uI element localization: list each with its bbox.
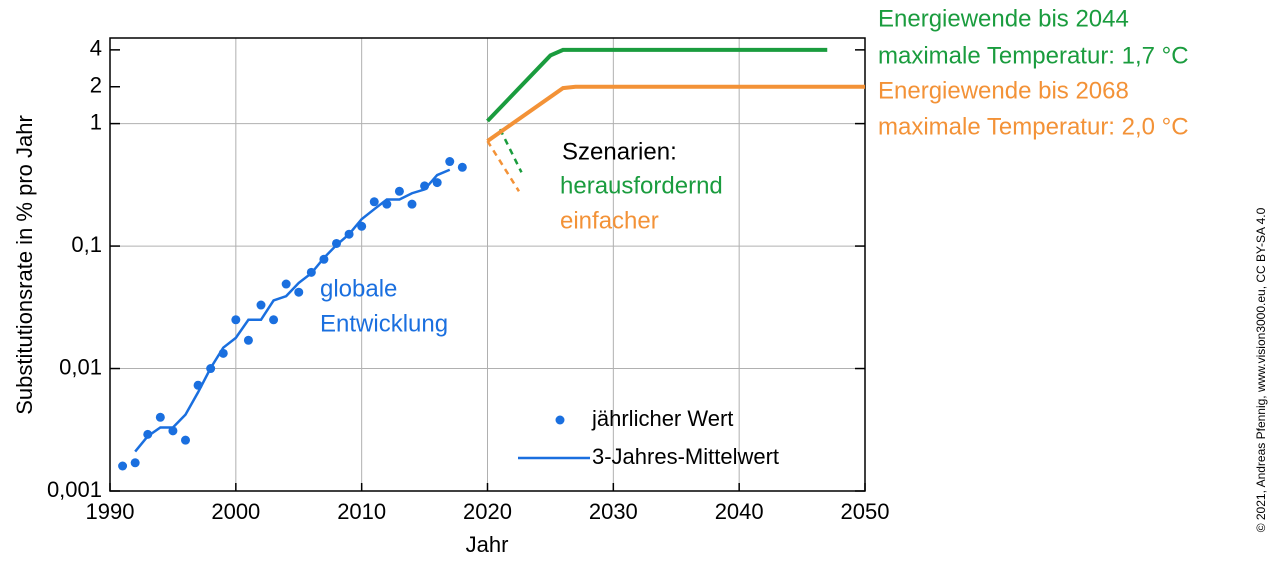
y-tick-label: 4	[90, 36, 102, 61]
data-point	[281, 279, 291, 289]
annotation: globale	[320, 275, 397, 302]
x-tick-label: 2050	[841, 499, 890, 524]
legend-marker	[555, 415, 565, 425]
annotation: Szenarien:	[562, 138, 677, 165]
data-point	[181, 435, 190, 445]
scenario-short: einfacher	[560, 207, 659, 234]
y-tick-label: 0,1	[71, 232, 102, 257]
scenario-label: maximale Temperatur: 1,7 °C	[878, 42, 1189, 69]
x-tick-label: 2010	[337, 499, 386, 524]
legend-label: jährlicher Wert	[591, 406, 733, 431]
scenario-line	[486, 84, 865, 143]
x-tick-label: 2020	[463, 499, 512, 524]
scenario-label: Energiewende bis 2044	[878, 5, 1129, 32]
scenario-dashed	[486, 140, 521, 192]
series-line	[134, 168, 451, 453]
x-tick-label: 2000	[211, 499, 260, 524]
data-point	[231, 315, 241, 325]
data-point	[243, 335, 253, 345]
copyright: © 2021, Andreas Pfennig, www.vision3000.…	[1254, 207, 1268, 532]
x-tick-label: 2030	[589, 499, 638, 524]
data-point	[269, 315, 279, 325]
data-point	[143, 429, 153, 439]
data-point	[394, 186, 404, 196]
y-tick-label: 2	[90, 73, 102, 98]
plot-frame	[109, 37, 866, 492]
data-point	[369, 197, 379, 207]
annotation: Entwicklung	[320, 310, 448, 337]
data-point	[130, 458, 140, 468]
scenario-label: maximale Temperatur: 2,0 °C	[878, 113, 1189, 140]
data-point	[256, 300, 266, 310]
data-point	[432, 178, 442, 188]
y-axis-label: Substitutionsrate in % pro Jahr	[12, 115, 37, 415]
data-point	[155, 412, 165, 422]
data-point	[457, 162, 467, 172]
x-tick-label: 2040	[715, 499, 764, 524]
scenario-dashed	[498, 128, 523, 173]
y-tick-label: 0,001	[47, 477, 102, 502]
legend-label: 3-Jahres-Mittelwert	[592, 444, 779, 469]
data-point	[445, 157, 455, 167]
y-tick-label: 1	[90, 109, 102, 134]
scenario-short: herausfordernd	[560, 172, 723, 199]
data-point	[118, 461, 128, 471]
x-axis-label: Jahr	[466, 532, 509, 557]
y-tick-label: 0,01	[59, 354, 102, 379]
scenario-label: Energiewende bis 2068	[878, 77, 1129, 104]
x-tick-label: 1990	[86, 499, 135, 524]
data-point	[357, 221, 367, 231]
data-point	[294, 287, 304, 297]
data-point	[407, 199, 417, 209]
scenario-line	[486, 47, 828, 123]
